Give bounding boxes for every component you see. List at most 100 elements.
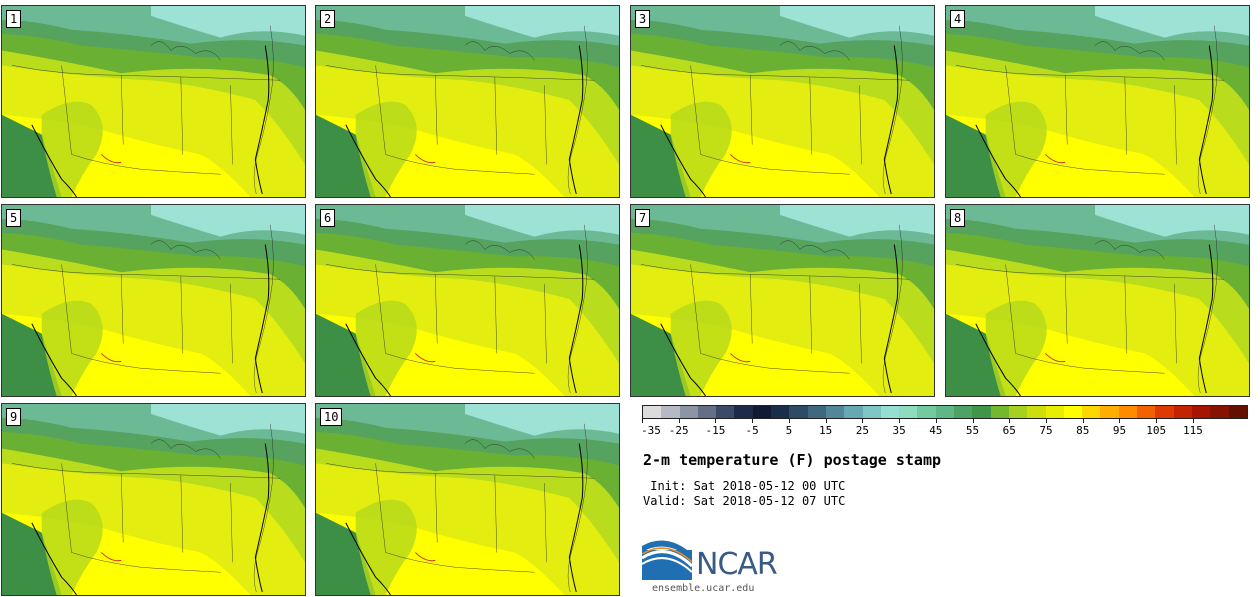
ncar-logo-text: NCAR	[696, 547, 778, 582]
member-number-label: 1	[6, 10, 22, 28]
temperature-map	[2, 6, 305, 197]
ensemble-member-panel: 6	[315, 204, 620, 397]
ensemble-member-panel: 3	[630, 5, 935, 198]
colorbar-swatch	[825, 406, 845, 418]
colorbar-tick-label: 45	[929, 424, 943, 437]
colorbar-tick-label: 5	[785, 424, 793, 437]
colorbar-swatch	[716, 406, 735, 418]
colorbar-swatch	[1082, 406, 1101, 418]
colorbar-swatch	[1045, 406, 1064, 418]
colorbar-tick	[678, 419, 680, 423]
member-number-label: 4	[950, 10, 966, 28]
colorbar-swatch	[643, 406, 662, 418]
colorbar-ticks: -35 -25 -15 -5 5 15 25 35 45 55 65 75 85 95 105 115	[641, 419, 1248, 439]
colorbar-tick-label: -25	[668, 424, 689, 437]
chart-title: 2-m temperature (F) postage stamp	[643, 451, 942, 469]
member-number-label: 9	[6, 408, 22, 426]
colorbar-tick-label: -35	[641, 424, 661, 437]
colorbar-swatch	[880, 406, 900, 418]
colorbar-tick	[899, 419, 901, 423]
colorbar-swatch	[734, 406, 753, 418]
ensemble-member-panel: 2	[315, 5, 620, 198]
colorbar-tick-label: 105	[1146, 424, 1167, 437]
colorbar-swatch	[1008, 406, 1028, 418]
colorbar-tick	[788, 419, 790, 423]
member-number-label: 8	[950, 209, 966, 227]
ensemble-member-panel: 9	[1, 403, 306, 596]
member-number-label: 6	[320, 209, 336, 227]
colorbar-swatch	[1173, 406, 1192, 418]
colorbar-swatch	[917, 406, 936, 418]
colorbar-tick-label: -5	[745, 424, 759, 437]
colorbar-swatch	[935, 406, 955, 418]
colorbar-tick-label: 15	[819, 424, 833, 437]
temperature-map	[946, 6, 1249, 197]
colorbar-tick-label: 55	[965, 424, 980, 437]
temperature-map	[2, 205, 305, 396]
ensemble-member-panel: 7	[630, 204, 935, 397]
colorbar-tick	[752, 419, 754, 423]
colorbar-tick-label: 65	[1002, 424, 1016, 437]
colorbar-tick	[935, 419, 937, 423]
temperature-map	[316, 6, 619, 197]
colorbar-swatch	[1137, 406, 1156, 418]
member-number-label: 10	[320, 408, 343, 426]
colorbar-swatch	[1063, 406, 1083, 418]
colorbar-swatch	[789, 406, 808, 418]
ensemble-member-panel: 10	[315, 403, 620, 596]
temperature-map	[631, 205, 934, 396]
valid-time: Valid: Sat 2018-05-12 07 UTC	[643, 494, 846, 508]
ensemble-member-panel: 1	[1, 5, 306, 198]
colorbar-tick	[642, 419, 643, 423]
ensemble-member-panel: 5	[1, 204, 306, 397]
colorbar-swatch	[771, 406, 790, 418]
ensemble-member-panel: 8	[945, 204, 1250, 397]
temperature-map	[631, 6, 934, 197]
colorbar-tick	[1119, 419, 1121, 423]
temperature-map	[316, 205, 619, 396]
colorbar-tick	[1192, 419, 1194, 423]
colorbar-swatch	[1210, 406, 1229, 418]
member-number-label: 5	[6, 209, 22, 227]
website-url[interactable]: ensemble.ucar.edu	[652, 583, 755, 594]
colorbar-tick	[1156, 419, 1158, 423]
colorbar-swatch	[954, 406, 973, 418]
ensemble-member-panel: 4	[945, 5, 1250, 198]
colorbar-swatch	[1118, 406, 1138, 418]
colorbar-swatch	[1155, 406, 1174, 418]
colorbar-swatch	[1228, 406, 1247, 418]
colorbar-tick-label: 85	[1076, 424, 1090, 437]
colorbar-tick	[1009, 419, 1011, 423]
colorbar-tick-label: 25	[855, 424, 869, 437]
colorbar-tick	[972, 419, 974, 423]
colorbar-tick	[715, 419, 717, 423]
colorbar-swatch	[1100, 406, 1119, 418]
colorbar-tick	[825, 419, 827, 423]
colorbar-tick-label: 95	[1112, 424, 1127, 437]
colorbar-tick-label: 75	[1039, 424, 1053, 437]
colorbar-tick-label: 35	[892, 424, 906, 437]
member-number-label: 2	[320, 10, 336, 28]
colorbar-swatch	[990, 406, 1009, 418]
colorbar-tick	[1082, 419, 1084, 423]
colorbar-swatch	[697, 406, 717, 418]
colorbar-swatch	[661, 406, 680, 418]
member-number-label: 7	[635, 209, 651, 227]
colorbar-swatch	[899, 406, 918, 418]
temperature-map	[316, 404, 619, 595]
colorbar-tick	[862, 419, 864, 423]
temperature-colorbar	[642, 405, 1248, 419]
temperature-map	[2, 404, 305, 595]
colorbar-swatch	[862, 406, 881, 418]
colorbar-swatch	[972, 406, 991, 418]
colorbar-swatch	[807, 406, 826, 418]
temperature-map	[946, 205, 1249, 396]
colorbar-swatch	[844, 406, 863, 418]
colorbar-swatch	[752, 406, 772, 418]
colorbar-swatch	[679, 406, 698, 418]
ncar-logo-icon	[642, 540, 694, 580]
colorbar-tick-label: 115	[1182, 424, 1203, 437]
colorbar-tick-label: -15	[705, 424, 726, 437]
member-number-label: 3	[635, 10, 651, 28]
colorbar-swatch	[1191, 406, 1211, 418]
